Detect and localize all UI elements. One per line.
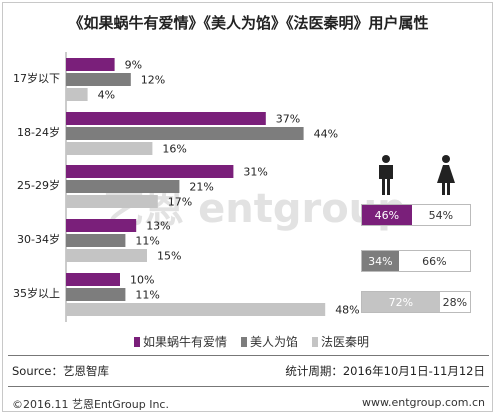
bar: [66, 127, 304, 140]
gender-bar-series2: 34% 66%: [361, 250, 471, 272]
category-label: 35岁以上: [13, 286, 60, 300]
bar: [66, 73, 131, 86]
female-icon: [437, 155, 455, 195]
male-share: 46%: [362, 205, 412, 225]
male-share: 72%: [362, 292, 440, 312]
website-text: www.entgroup.com.cn: [362, 396, 485, 409]
data-label: 16%: [162, 143, 186, 156]
female-share-label: 28%: [442, 295, 468, 309]
female-share-label: 66%: [422, 254, 447, 268]
bar: [66, 58, 115, 71]
bar: [66, 88, 88, 101]
bar: [66, 142, 153, 155]
gender-bar-series1: 46% 54%: [361, 204, 471, 226]
female-share: 66%: [398, 251, 470, 271]
bar: [66, 180, 180, 193]
data-label: 31%: [243, 166, 267, 179]
data-label: 12%: [141, 74, 165, 87]
period-text: 统计周期：2016年10月1日-11月12日: [285, 364, 485, 378]
source-text: Source：艺恩智库: [12, 364, 109, 378]
watermark: 艺恩 entgroup: [104, 186, 406, 232]
data-label: 4%: [98, 89, 115, 102]
data-label: 11%: [135, 235, 159, 248]
bar: [66, 165, 234, 178]
footer-divider: [8, 355, 489, 356]
bar: [66, 234, 126, 247]
bar: [66, 249, 147, 262]
gender-bar-series3: 72% 28%: [361, 291, 471, 313]
legend-label: 如果蜗牛有爱情: [143, 335, 228, 349]
bar: [66, 303, 326, 316]
legend-item-series1: 如果蜗牛有爱情: [134, 333, 227, 350]
bar: [66, 195, 158, 208]
legend-label: 法医秦明: [321, 335, 370, 349]
bar: [66, 273, 120, 286]
data-label: 9%: [125, 59, 142, 72]
legend: 如果蜗牛有爱情 美人为馅 法医秦明: [134, 333, 369, 350]
category-label: 17岁以下: [13, 71, 60, 85]
bar: [66, 112, 266, 125]
bar: [66, 219, 137, 232]
copyright-text: ©2016.11 艺恩EntGroup Inc.: [12, 398, 169, 411]
male-icon: [379, 155, 393, 195]
male-share-label: 72%: [388, 295, 414, 309]
data-label: 37%: [276, 113, 300, 126]
category-label: 30-34岁: [17, 232, 60, 246]
category-label: 25-29岁: [17, 178, 60, 192]
legend-swatch: [134, 336, 140, 347]
chart-frame: [2, 2, 493, 412]
legend-label: 美人为馅: [250, 335, 299, 349]
data-label: 10%: [130, 274, 154, 287]
data-label: 21%: [189, 181, 213, 194]
category-label: 18-24岁: [17, 125, 60, 139]
footer-divider: [8, 386, 489, 387]
male-share: 34%: [362, 251, 399, 271]
male-share-label: 46%: [374, 208, 400, 222]
legend-item-series3: 法医秦明: [312, 333, 369, 350]
bar: [66, 288, 126, 301]
female-share: 28%: [439, 292, 470, 312]
legend-swatch: [312, 336, 319, 347]
data-label: 15%: [157, 250, 181, 263]
data-label: 11%: [135, 289, 159, 302]
male-share-label: 34%: [368, 254, 393, 268]
legend-item-series2: 美人为馅: [241, 333, 298, 350]
data-label: 48%: [335, 304, 359, 317]
data-label: 44%: [314, 128, 338, 141]
legend-swatch: [241, 336, 248, 347]
data-label: 13%: [146, 220, 170, 233]
female-share: 54%: [411, 205, 470, 225]
data-label: 17%: [168, 196, 192, 209]
chart-title: 《如果蜗牛有爱情》《美人为馅》《法医秦明》用户属性: [68, 14, 429, 32]
female-share-label: 54%: [428, 208, 454, 222]
